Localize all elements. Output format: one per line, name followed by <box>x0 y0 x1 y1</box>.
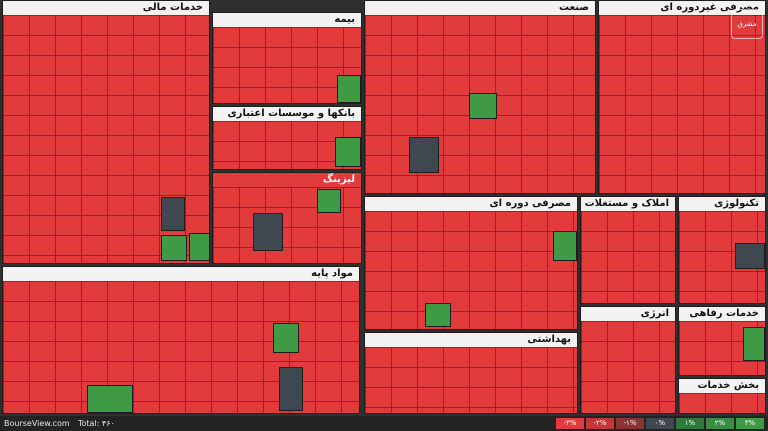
sector-industry[interactable]: صنعت <box>364 0 596 194</box>
positive-tile[interactable] <box>425 303 451 327</box>
sector-base-materials[interactable]: مواد پایه <box>2 266 360 414</box>
health-tiles <box>365 347 577 413</box>
legend-item: ۰% <box>646 418 674 429</box>
sector-financial-services[interactable]: خدمات مالی <box>2 0 210 264</box>
sector-banks[interactable]: بانکها و موسسات اعتباری <box>212 106 362 170</box>
color-legend: -۳% -۲% -۱% ۰% ۱% ۲% ۳% <box>556 418 764 429</box>
mashregh-logo: مشرق <box>731 9 763 39</box>
sector-title-technology: تکنولوژی <box>679 197 765 211</box>
sector-energy[interactable]: انرژی <box>580 306 676 414</box>
legend-item: -۳% <box>556 418 584 429</box>
sector-communications[interactable]: بخش خدمات ارتباطی <box>678 378 766 414</box>
sector-leasing[interactable]: لیزینگ <box>212 172 362 264</box>
sector-title-health: بهداشتی <box>365 333 577 347</box>
sector-realestate[interactable]: املاک و مستغلات <box>580 196 676 304</box>
legend-item: -۱% <box>616 418 644 429</box>
site-name: BourseView.com <box>4 419 70 428</box>
sector-health[interactable]: بهداشتی <box>364 332 578 414</box>
sector-technology[interactable]: تکنولوژی <box>678 196 766 304</box>
positive-tile[interactable] <box>87 385 133 413</box>
neutral-tile[interactable] <box>279 367 303 411</box>
legend-item: -۲% <box>586 418 614 429</box>
market-treemap: خدمات مالی بیمه بانکها و موسسات اعتباری … <box>0 0 768 416</box>
communications-tiles <box>679 393 765 413</box>
sector-title-leasing: لیزینگ <box>213 173 361 187</box>
legend-item: ۲% <box>706 418 734 429</box>
positive-tile[interactable] <box>553 231 577 261</box>
neutral-tile[interactable] <box>735 243 765 269</box>
sector-title-base-materials: مواد پایه <box>3 267 359 281</box>
cyclical-tiles <box>365 211 577 329</box>
sector-title-industry: صنعت <box>365 1 595 15</box>
sector-cyclical[interactable]: مصرفی دوره ای <box>364 196 578 330</box>
positive-tile[interactable] <box>469 93 497 119</box>
total-count: Total: ۴۶۰ <box>78 419 115 428</box>
sector-insurance[interactable]: بیمه <box>212 12 362 104</box>
positive-tile[interactable] <box>161 235 187 261</box>
industry-tiles <box>365 15 595 193</box>
sector-consumer-retail[interactable]: مصرفی غیردوره ای مشرق <box>598 0 766 194</box>
legend-item: ۱% <box>676 418 704 429</box>
sector-title-insurance: بیمه <box>213 13 361 27</box>
positive-tile[interactable] <box>335 137 361 167</box>
financial-services-tiles <box>3 15 209 263</box>
sector-title-cyclical: مصرفی دوره ای <box>365 197 577 211</box>
positive-tile[interactable] <box>273 323 299 353</box>
base-materials-tiles <box>3 281 359 413</box>
energy-tiles <box>581 321 675 413</box>
sector-title-consumer-retail: مصرفی غیردوره ای <box>599 1 765 15</box>
neutral-tile[interactable] <box>409 137 439 173</box>
positive-tile[interactable] <box>743 327 765 361</box>
positive-tile[interactable] <box>317 189 341 213</box>
insurance-tiles <box>213 27 361 103</box>
sector-title-energy: انرژی <box>581 307 675 321</box>
neutral-tile[interactable] <box>253 213 283 251</box>
realestate-tiles <box>581 211 675 303</box>
sector-title-banks: بانکها و موسسات اعتباری <box>213 107 361 121</box>
sector-title-welfare: خدمات رفاهی <box>679 307 765 321</box>
sector-title-realestate: املاک و مستغلات <box>581 197 675 211</box>
neutral-tile[interactable] <box>161 197 185 231</box>
sector-welfare[interactable]: خدمات رفاهی <box>678 306 766 376</box>
sector-title-communications: بخش خدمات ارتباطی <box>679 379 765 405</box>
positive-tile[interactable] <box>189 233 209 261</box>
consumer-retail-tiles <box>599 15 765 193</box>
positive-tile[interactable] <box>337 75 361 103</box>
sector-title-financial-services: خدمات مالی <box>3 1 209 15</box>
legend-item: ۳% <box>736 418 764 429</box>
